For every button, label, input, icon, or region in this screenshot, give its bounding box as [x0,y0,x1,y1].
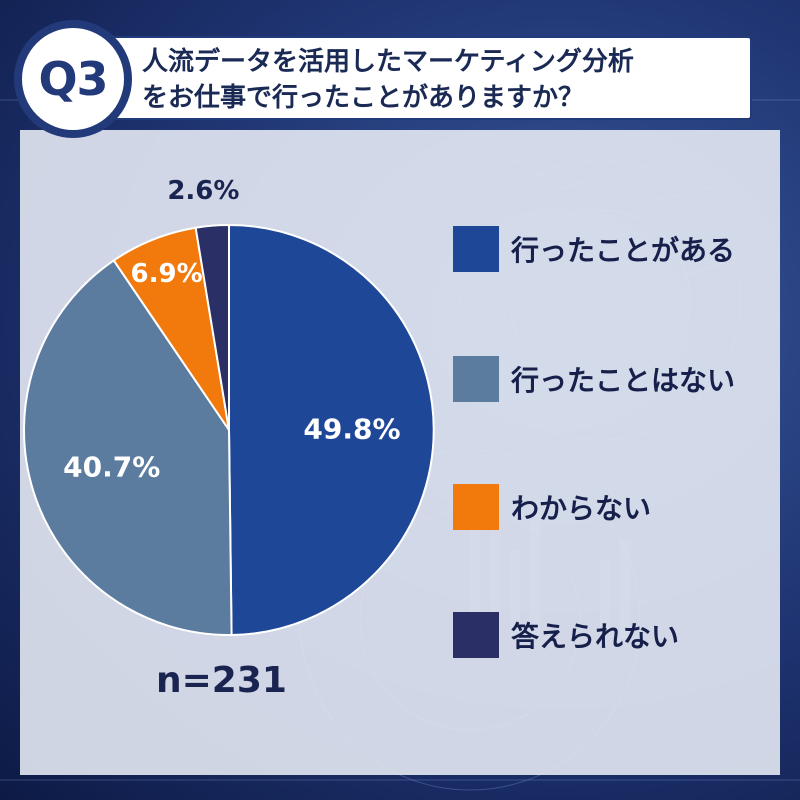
pie-slice-no-answer [194,223,230,431]
legend-label-no-answer: 答えられない [511,620,680,653]
pie-slice-did-not [23,259,233,636]
question-badge: Q3 [14,20,132,138]
legend-label-did-not: 行ったことはない [511,364,736,397]
data-label-did-not: 40.7% [63,450,160,483]
legend-swatch-no-answer [453,612,499,658]
sample-size: n=231 [156,660,287,701]
legend-item-did-not: 行ったことはない [453,356,735,402]
legend-item-did: 行ったことがある [453,226,735,272]
title-bar [86,36,752,120]
legend-item-no-answer: 答えられない [453,612,679,658]
data-label-did: 49.8% [303,413,400,446]
question-title-line-2: をお仕事で行ったことがありますか？ [142,83,585,113]
data-label-unknown: 6.9% [131,259,203,289]
legend-swatch-did-not [453,356,499,402]
question-header: Q3 人流データを活用したマーケティング分析 をお仕事で行ったことがありますか？ [14,20,770,138]
question-number: Q3 [38,52,108,106]
legend-swatch-unknown [453,484,499,530]
pie-slice-did [228,223,435,636]
question-title-line-1: 人流データを活用したマーケティング分析 [142,47,634,77]
legend-swatch-did [453,226,499,272]
legend-item-unknown: わからない [453,484,651,530]
legend-label-unknown: わからない [511,492,652,525]
question-title: 人流データを活用したマーケティング分析 をお仕事で行ったことがありますか？ [142,44,742,116]
legend-label-did: 行ったことがある [511,234,736,267]
data-label-no-answer: 2.6% [167,176,239,206]
